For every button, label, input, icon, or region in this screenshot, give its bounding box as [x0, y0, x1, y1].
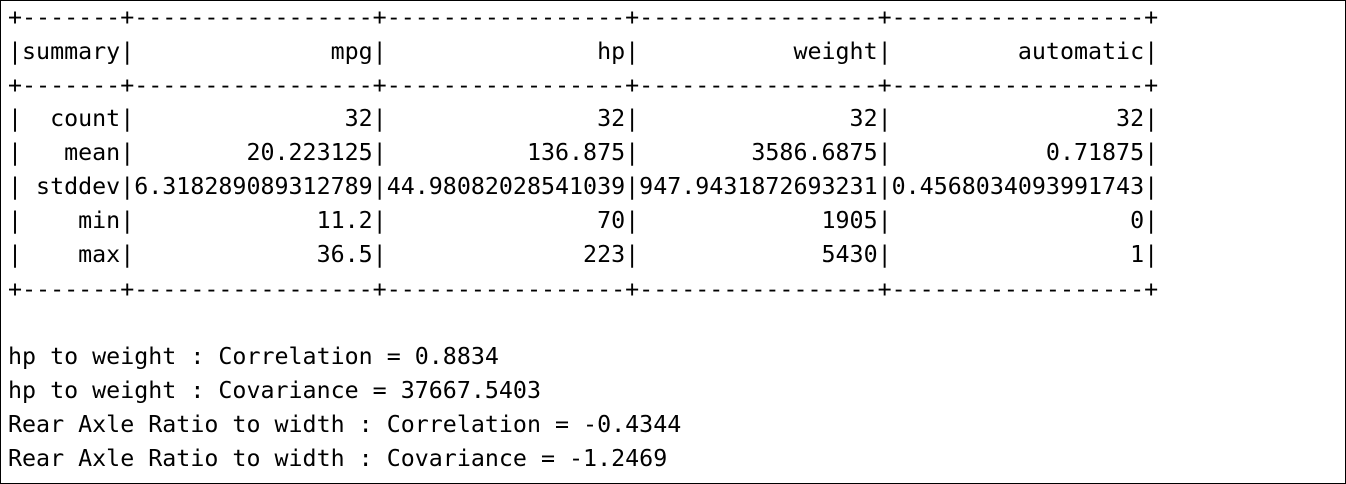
table-border-bottom: +-------+-----------------+-------------… [8, 276, 1159, 303]
table-row-mean: | mean| 20.223125| 136.875| 3586.6875| 0… [8, 139, 1159, 166]
result-rear-axle-correlation: Rear Axle Ratio to width : Correlation =… [8, 411, 682, 438]
table-row-count: | count| 32| 32| 32| 32| [8, 105, 1159, 132]
table-header-row: |summary| mpg| hp| weight| automatic| [8, 38, 1159, 65]
table-row-max: | max| 36.5| 223| 5430| 1| [8, 241, 1159, 268]
table-border-header: +-------+-----------------+-------------… [8, 72, 1159, 99]
table-row-stddev: | stddev|6.318289089312789|44.9808202854… [8, 173, 1159, 200]
result-hp-weight-correlation: hp to weight : Correlation = 0.8834 [8, 343, 499, 370]
table-border-top: +-------+-----------------+-------------… [8, 4, 1159, 31]
table-row-min: | min| 11.2| 70| 1905| 0| [8, 207, 1159, 234]
result-hp-weight-covariance: hp to weight : Covariance = 37667.5403 [8, 377, 541, 404]
result-rear-axle-covariance: Rear Axle Ratio to width : Covariance = … [8, 445, 668, 472]
